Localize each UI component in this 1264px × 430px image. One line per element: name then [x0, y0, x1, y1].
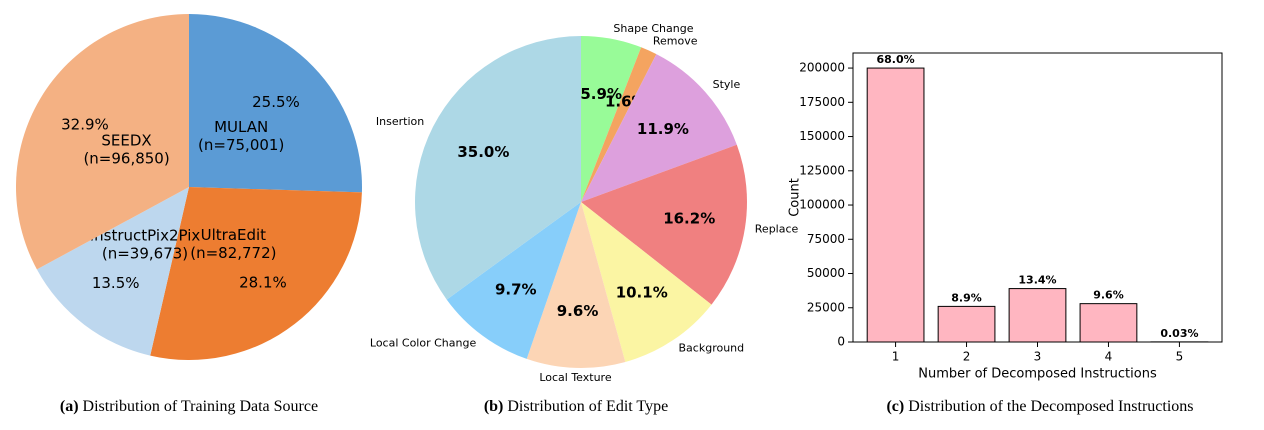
pie-slice [36, 187, 189, 356]
y-tick-label: 50000 [807, 266, 845, 280]
x-tick-label: 3 [1034, 350, 1042, 364]
slice-label: Background [679, 341, 745, 354]
slice-percent: 5.9% [580, 85, 622, 103]
y-tick-label: 125000 [799, 163, 845, 177]
caption: (b) Distribution of Edit Type [484, 398, 668, 415]
pie-slice [446, 202, 581, 359]
slice-label: SEEDX [101, 131, 151, 149]
pie-slice [15, 14, 190, 270]
pie-slice [526, 202, 626, 368]
pie-slice [150, 187, 362, 360]
x-axis-label: Number of Decomposed Instructions [918, 367, 1157, 382]
x-tick-label: 5 [1176, 350, 1184, 364]
slice-label: Style [713, 78, 741, 91]
pie-slice [581, 202, 712, 362]
slice-label: Remove [653, 34, 698, 47]
y-axis-label: Count [788, 178, 803, 217]
caption-text: Distribution of the Decomposed Instructi… [908, 398, 1193, 415]
slice-label: Shape Change [613, 22, 693, 35]
slice-label: Insertion [376, 115, 424, 128]
pie-slice [581, 47, 657, 202]
bar-label: 68.0% [876, 53, 914, 66]
pie-slice [581, 54, 737, 202]
x-tick-label: 1 [892, 350, 900, 364]
bar-label: 0.03% [1160, 327, 1198, 340]
slice-label: Replace [755, 223, 799, 236]
bar-label: 8.9% [951, 291, 982, 304]
slice-percent: 9.7% [495, 281, 537, 299]
slice-label: UltraEdit [201, 226, 267, 244]
slice-label: MULAN [214, 118, 268, 136]
caption-text: Distribution of Edit Type [507, 398, 668, 415]
pie-slice [415, 36, 581, 300]
slice-percent: 28.1% [239, 273, 287, 291]
y-tick-label: 25000 [807, 300, 845, 314]
bar [1008, 288, 1067, 343]
x-tick-label: 2 [963, 350, 971, 364]
slice-percent: 32.9% [61, 116, 109, 134]
y-tick-label: 75000 [807, 232, 845, 246]
slice-percent: 9.6% [557, 302, 599, 320]
slice-label: Local Texture [539, 371, 612, 384]
slice-percent: 35.0% [457, 143, 509, 161]
slice-label: Local Color Change [370, 336, 477, 349]
y-tick-label: 200000 [799, 61, 845, 75]
caption: (c) Distribution of the Decomposed Instru… [886, 398, 1193, 415]
pie-slice [581, 144, 747, 305]
axes-frame [852, 52, 1223, 343]
slice-percent: 16.2% [663, 210, 715, 228]
slice-sublabel: (n=39,673) [102, 244, 188, 262]
bar-label: 13.4% [1018, 274, 1056, 287]
bar-label: 9.6% [1093, 289, 1124, 302]
caption-tag: (a) [60, 398, 79, 415]
caption-text: Distribution of Training Data Source [83, 398, 319, 415]
bar [866, 67, 925, 343]
slice-sublabel: (n=82,772) [190, 244, 276, 262]
slice-percent: 11.9% [637, 120, 689, 138]
y-tick-label: 0 [837, 335, 845, 349]
bar [1079, 303, 1138, 343]
caption-tag: (c) [886, 398, 904, 415]
pie-slice [189, 14, 363, 193]
slice-percent: 25.5% [252, 93, 300, 111]
y-tick-label: 175000 [799, 95, 845, 109]
bar [937, 305, 996, 343]
caption-tag: (b) [484, 398, 504, 415]
y-tick-label: 150000 [799, 129, 845, 143]
slice-sublabel: (n=75,001) [198, 136, 284, 154]
caption: (a) Distribution of Training Data Source [60, 398, 318, 415]
slice-percent: 13.5% [92, 274, 140, 292]
pie-slice [581, 36, 642, 202]
y-tick-label: 100000 [799, 198, 845, 212]
x-tick-label: 4 [1105, 350, 1113, 364]
slice-label: InstructPix2Pix [90, 226, 201, 244]
slice-percent: 10.1% [616, 284, 668, 302]
slice-sublabel: (n=96,850) [83, 149, 169, 167]
